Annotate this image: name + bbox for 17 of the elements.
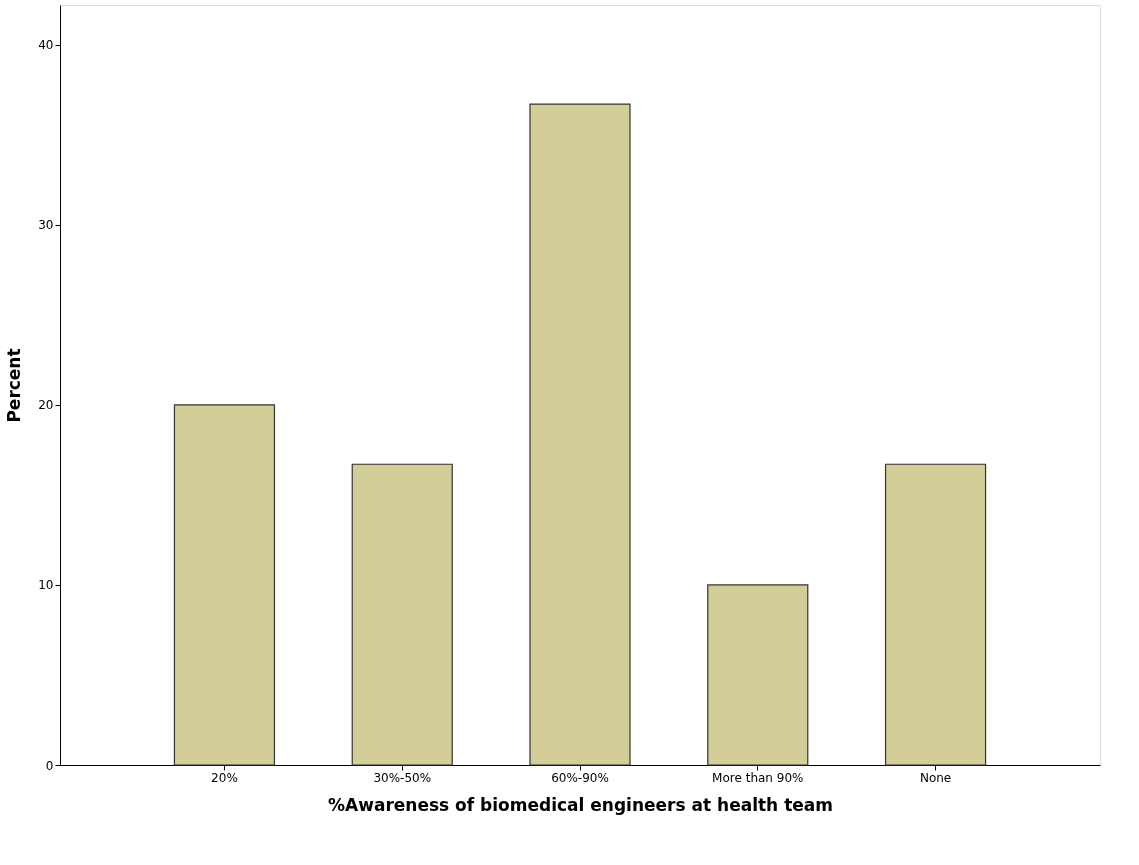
x-tick-label: More than 90%: [712, 770, 804, 785]
y-tick-label: 20: [38, 398, 54, 413]
x-tick-label: 20%: [211, 770, 238, 785]
x-axis-title: %Awareness of biomedical engineers at health team: [328, 794, 833, 815]
bar: [173, 404, 276, 766]
bar: [529, 103, 631, 766]
y-tick-label: 40: [38, 38, 54, 53]
y-tick-label: 10: [38, 578, 54, 593]
x-tick-label: None: [919, 770, 952, 785]
x-tick-label: 60%-90%: [551, 770, 609, 785]
bar: [351, 463, 453, 766]
y-tick-label: 30: [38, 218, 54, 233]
x-tick-label: 30%-50%: [373, 770, 432, 785]
bar: [884, 463, 987, 766]
y-axis-title: Percent: [4, 348, 25, 423]
y-tick-label: 0: [45, 758, 54, 773]
bar: [707, 584, 809, 766]
